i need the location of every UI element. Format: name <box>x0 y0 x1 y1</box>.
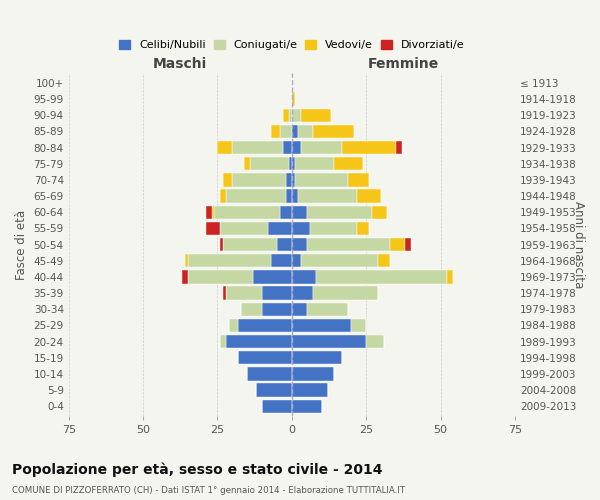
Bar <box>268 222 292 235</box>
Text: Popolazione per età, sesso e stato civile - 2014: Popolazione per età, sesso e stato civil… <box>12 462 383 477</box>
Bar <box>277 238 292 251</box>
Bar <box>226 286 262 300</box>
Bar <box>289 157 292 170</box>
Bar <box>214 206 280 219</box>
Bar <box>223 238 277 251</box>
Bar <box>271 254 292 268</box>
Bar <box>238 319 292 332</box>
Bar <box>292 190 298 202</box>
Bar <box>206 222 220 235</box>
Bar <box>286 173 292 186</box>
Bar <box>292 124 298 138</box>
Bar <box>390 238 405 251</box>
Bar <box>301 254 378 268</box>
Y-axis label: Fasce di età: Fasce di età <box>15 210 28 280</box>
Bar <box>292 108 301 122</box>
Bar <box>295 173 349 186</box>
Bar <box>313 124 355 138</box>
Text: Maschi: Maschi <box>153 56 208 70</box>
Bar <box>185 254 188 268</box>
Bar <box>289 108 292 122</box>
Bar <box>226 335 292 348</box>
Bar <box>307 302 349 316</box>
Bar <box>295 157 334 170</box>
Bar <box>182 270 188 283</box>
Bar <box>313 286 378 300</box>
Text: Femmine: Femmine <box>368 56 439 70</box>
Bar <box>307 206 372 219</box>
Bar <box>358 190 381 202</box>
Bar <box>292 254 301 268</box>
Bar <box>229 319 238 332</box>
Bar <box>223 173 232 186</box>
Bar <box>446 270 452 283</box>
Bar <box>232 141 283 154</box>
Bar <box>405 238 411 251</box>
Bar <box>292 157 295 170</box>
Bar <box>372 206 387 219</box>
Legend: Celibi/Nubili, Coniugati/e, Vedovi/e, Divorziati/e: Celibi/Nubili, Coniugati/e, Vedovi/e, Di… <box>117 38 467 52</box>
Bar <box>212 206 214 219</box>
Bar <box>247 368 292 380</box>
Bar <box>301 108 331 122</box>
Bar <box>378 254 390 268</box>
Bar <box>217 141 232 154</box>
Bar <box>352 319 366 332</box>
Bar <box>244 157 250 170</box>
Bar <box>292 286 313 300</box>
Bar <box>280 206 292 219</box>
Bar <box>262 286 292 300</box>
Bar <box>307 238 390 251</box>
Bar <box>292 351 343 364</box>
Bar <box>343 141 396 154</box>
Bar <box>280 124 292 138</box>
Bar <box>298 124 313 138</box>
Bar <box>334 157 363 170</box>
Bar <box>316 270 446 283</box>
Bar <box>310 222 358 235</box>
Bar <box>220 190 226 202</box>
Bar <box>349 173 369 186</box>
Bar <box>253 270 292 283</box>
Bar <box>188 254 271 268</box>
Bar <box>366 335 384 348</box>
Bar <box>283 108 289 122</box>
Bar <box>271 124 280 138</box>
Bar <box>292 92 295 106</box>
Bar <box>292 302 307 316</box>
Bar <box>283 141 292 154</box>
Bar <box>292 368 334 380</box>
Bar <box>226 190 286 202</box>
Text: COMUNE DI PIZZOFERRATO (CH) - Dati ISTAT 1° gennaio 2014 - Elaborazione TUTTITAL: COMUNE DI PIZZOFERRATO (CH) - Dati ISTAT… <box>12 486 405 495</box>
Bar <box>292 319 352 332</box>
Bar <box>292 400 322 413</box>
Bar <box>241 302 262 316</box>
Bar <box>298 190 358 202</box>
Bar <box>292 270 316 283</box>
Bar <box>286 190 292 202</box>
Bar <box>256 384 292 396</box>
Bar <box>396 141 402 154</box>
Bar <box>250 157 289 170</box>
Bar <box>188 270 253 283</box>
Bar <box>206 206 212 219</box>
Bar <box>223 286 226 300</box>
Y-axis label: Anni di nascita: Anni di nascita <box>572 201 585 288</box>
Bar <box>292 173 295 186</box>
Bar <box>292 206 307 219</box>
Bar <box>292 384 328 396</box>
Bar <box>262 302 292 316</box>
Bar <box>301 141 343 154</box>
Bar <box>292 238 307 251</box>
Bar <box>292 335 366 348</box>
Bar <box>232 173 286 186</box>
Bar <box>220 335 226 348</box>
Bar <box>220 238 223 251</box>
Bar <box>238 351 292 364</box>
Bar <box>358 222 369 235</box>
Bar <box>292 141 301 154</box>
Bar <box>292 222 310 235</box>
Bar <box>262 400 292 413</box>
Bar <box>220 222 268 235</box>
